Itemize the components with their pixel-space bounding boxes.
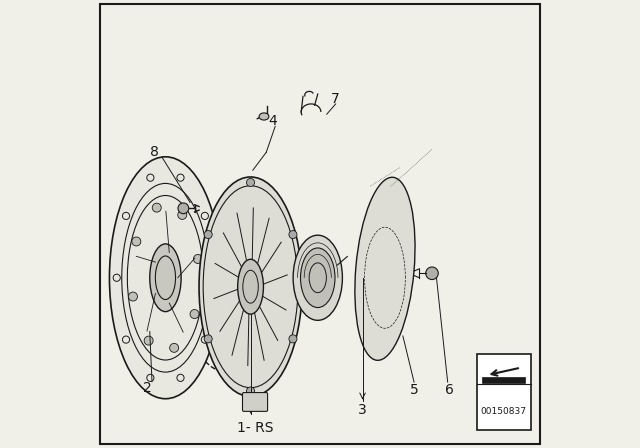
- Ellipse shape: [293, 235, 342, 320]
- Ellipse shape: [199, 177, 302, 396]
- Text: 6: 6: [445, 383, 454, 397]
- Text: 7: 7: [332, 91, 340, 106]
- Ellipse shape: [144, 336, 153, 345]
- Ellipse shape: [178, 211, 187, 220]
- FancyBboxPatch shape: [477, 354, 531, 430]
- Ellipse shape: [178, 203, 189, 214]
- Ellipse shape: [109, 157, 221, 399]
- Ellipse shape: [190, 310, 199, 319]
- Text: 1- RS: 1- RS: [237, 421, 273, 435]
- Text: 4: 4: [269, 114, 277, 128]
- Text: 5: 5: [410, 383, 419, 397]
- Text: 3: 3: [358, 403, 367, 417]
- Text: 00150837: 00150837: [481, 406, 527, 416]
- Ellipse shape: [132, 237, 141, 246]
- Ellipse shape: [170, 343, 179, 352]
- Ellipse shape: [193, 254, 202, 263]
- Text: 2: 2: [143, 380, 152, 395]
- Ellipse shape: [259, 113, 269, 120]
- Ellipse shape: [204, 231, 212, 239]
- FancyBboxPatch shape: [482, 377, 525, 383]
- Ellipse shape: [150, 244, 181, 312]
- Ellipse shape: [246, 387, 255, 395]
- Ellipse shape: [289, 231, 297, 239]
- Ellipse shape: [129, 292, 138, 301]
- Ellipse shape: [289, 335, 297, 343]
- Ellipse shape: [355, 177, 415, 360]
- FancyBboxPatch shape: [243, 392, 268, 411]
- Ellipse shape: [301, 248, 335, 308]
- Text: 8: 8: [150, 145, 159, 159]
- Ellipse shape: [204, 335, 212, 343]
- Ellipse shape: [152, 203, 161, 212]
- Ellipse shape: [246, 178, 255, 186]
- Ellipse shape: [237, 259, 264, 314]
- Ellipse shape: [426, 267, 438, 280]
